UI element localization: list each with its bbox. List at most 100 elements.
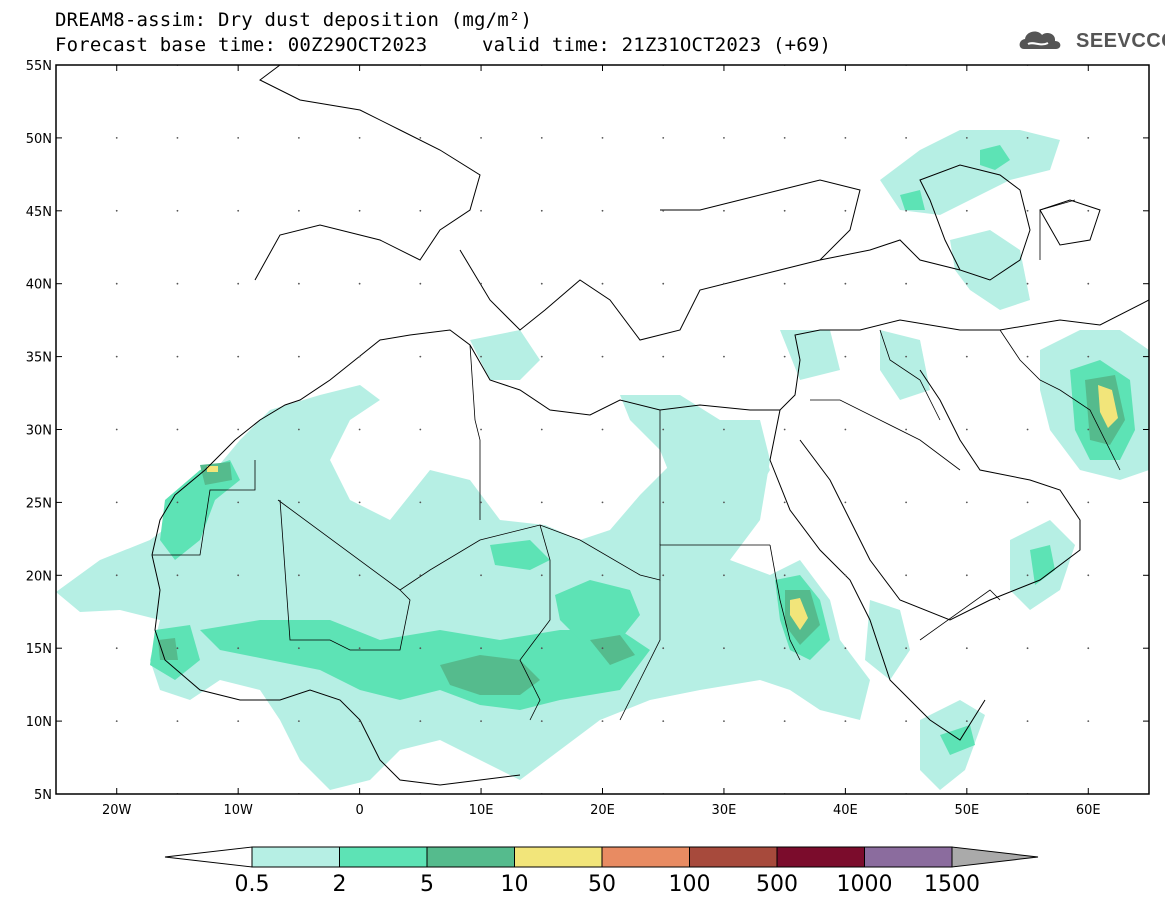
grid-dot — [115, 501, 118, 504]
grid-dot — [480, 282, 482, 285]
grid-dot — [905, 355, 908, 358]
grid-dot — [297, 647, 300, 650]
grid-dot — [905, 282, 908, 285]
colorbar-label: 0.5 — [235, 872, 270, 897]
field-10-50 — [207, 385, 1118, 630]
grid-dot — [662, 720, 665, 722]
lon-tick-label: 10E — [469, 803, 494, 818]
grid-dot — [844, 209, 847, 212]
grid-dot — [480, 501, 482, 504]
grid-dot — [905, 137, 908, 139]
grid-dot — [1026, 647, 1029, 650]
grid-dot — [783, 355, 786, 358]
logo-text: SEEVCCC — [1076, 30, 1165, 52]
grid-dot — [480, 209, 482, 212]
grid-dot — [723, 355, 725, 358]
grid-dot — [419, 720, 422, 722]
grid-dot — [905, 209, 908, 212]
grid-dot — [480, 428, 482, 431]
coastlines — [151, 65, 1149, 786]
grid-dot — [419, 282, 422, 285]
grid-dot — [601, 501, 604, 504]
grid-dot — [844, 282, 847, 285]
forecast-base-time: Forecast base time: 00Z29OCT2023 — [55, 34, 428, 56]
colorbar-label: 500 — [756, 872, 798, 897]
colorbar-label: 50 — [588, 872, 616, 897]
lon-tick-label: 10W — [223, 803, 253, 818]
grid-dot — [783, 720, 786, 722]
grid-dot — [905, 647, 908, 650]
grid-dot — [844, 720, 847, 722]
grid-dot — [1087, 501, 1090, 504]
grid-dot — [237, 574, 240, 577]
grid-dot — [965, 501, 968, 504]
grid-dot — [358, 647, 361, 650]
grid-dot — [540, 209, 543, 212]
grid-dot — [601, 282, 604, 285]
grid-dot — [480, 137, 482, 139]
lat-tick-label: 30N — [26, 424, 52, 439]
colorbar-swatch — [339, 846, 428, 868]
deposition-fields — [56, 130, 1149, 790]
grid-dot — [297, 137, 300, 139]
grid-dot — [115, 428, 118, 431]
grid-dot — [358, 501, 361, 504]
colorbar-swatch — [689, 846, 778, 868]
colorbar-swatch — [776, 846, 865, 868]
grid-dot — [419, 355, 422, 358]
colorbar: 0.5 2 5 10 50 100 500 1000 1500 — [164, 846, 1039, 897]
grid-dot — [176, 282, 179, 285]
grid-dot — [176, 428, 179, 431]
grid-dot — [237, 137, 240, 139]
grid-dot — [1087, 355, 1090, 358]
lon-tick-label: 60E — [1076, 803, 1101, 818]
grid-dot — [1026, 574, 1029, 577]
grid-dot — [419, 137, 422, 139]
grid-dot — [905, 574, 908, 577]
grid-dot — [358, 282, 361, 285]
lat-tick-label: 15N — [26, 642, 52, 657]
lat-tick-label: 25N — [26, 496, 52, 511]
grid-dot — [358, 355, 361, 358]
grid-dot — [662, 355, 665, 358]
grid-dot — [176, 209, 179, 212]
grid-dot — [662, 647, 665, 650]
grid-dot — [662, 428, 665, 431]
grid-dot — [601, 720, 604, 722]
grid-dot — [965, 282, 968, 285]
grid-dot — [601, 574, 604, 577]
grid-dot — [1087, 647, 1090, 650]
grid-dot — [844, 501, 847, 504]
grid-dot — [297, 209, 300, 212]
grid-dot — [783, 574, 786, 577]
grid-dot — [844, 574, 847, 577]
grid-dot — [965, 137, 968, 139]
lat-tick-label: 50N — [26, 132, 52, 147]
colorbar-over-triangle — [951, 846, 1039, 868]
grid-dot — [1026, 501, 1029, 504]
lat-tick-label: 20N — [26, 569, 52, 584]
grid-dot — [419, 501, 422, 504]
grid-dot — [297, 501, 300, 504]
grid-dot — [358, 428, 361, 431]
lat-tick-label: 55N — [26, 59, 52, 74]
grid-dot — [1087, 428, 1090, 431]
grid-dot — [297, 720, 300, 722]
colorbar-label: 10 — [501, 872, 529, 897]
grid-dot — [115, 647, 118, 650]
lon-tick-label: 20W — [102, 803, 132, 818]
grid-dot — [115, 209, 118, 212]
lon-tick-label: 50E — [954, 803, 979, 818]
grid-dot — [419, 574, 422, 577]
grid-dot — [237, 282, 240, 285]
grid-dot — [358, 720, 361, 722]
grid-dot — [297, 428, 300, 431]
grid-dot — [783, 428, 786, 431]
grid-dot — [1087, 574, 1090, 577]
grid-dot — [1026, 282, 1029, 285]
colorbar-under-triangle — [164, 846, 253, 868]
grid-dot — [540, 647, 543, 650]
grid-dot — [115, 282, 118, 285]
grid-dot — [905, 501, 908, 504]
grid-dot — [115, 574, 118, 577]
